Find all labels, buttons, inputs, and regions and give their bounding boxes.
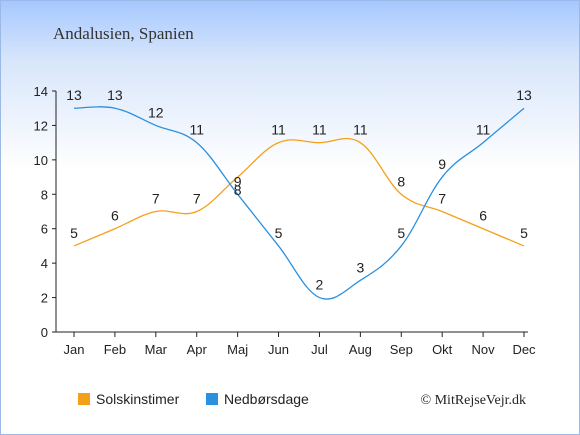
x-tick-label: Apr (187, 342, 208, 357)
legend-label-rain: Nedbørsdage (224, 391, 309, 407)
data-labels: 5 6 7 7 8 11 11 11 8 7 6 5 13 13 12 11 9 5 2 3 5 9 11 13 (66, 87, 532, 292)
y-tick-label: 2 (41, 291, 48, 306)
x-tick-label: Dec (512, 342, 536, 357)
data-label-rain: 13 (516, 87, 532, 103)
chart-title: Andalusien, Spanien (53, 24, 194, 43)
y-tick-label: 12 (34, 118, 48, 133)
axes: 0 2 4 6 8 10 12 14 Jan Feb Mar Apr Maj Jun Jul Aug Sep Ok… (34, 84, 537, 357)
data-label-rain: 11 (476, 122, 491, 138)
data-label-rain: 13 (66, 87, 82, 103)
data-label-sun: 11 (353, 122, 368, 138)
data-label-rain: 5 (275, 225, 283, 241)
x-tick-label: Jan (64, 342, 85, 357)
y-tick-label: 14 (34, 84, 48, 99)
x-tick-label: Jun (268, 342, 289, 357)
x-tick-label: Nov (472, 342, 496, 357)
data-label-rain: 2 (316, 277, 324, 293)
x-tick-label: Okt (432, 342, 453, 357)
data-label-rain: 9 (234, 173, 242, 189)
legend-swatch-rain (206, 393, 218, 405)
legend: Solskinstimer Nedbørsdage (78, 391, 309, 407)
data-label-sun: 8 (397, 173, 405, 189)
data-label-sun: 7 (193, 191, 201, 207)
data-label-sun: 6 (479, 208, 487, 224)
x-tick-label: Aug (349, 342, 372, 357)
data-label-sun: 5 (70, 225, 78, 241)
legend-swatch-sun (78, 393, 90, 405)
series-line-sun (73, 137, 525, 247)
data-label-rain: 12 (148, 104, 164, 120)
data-label-rain: 11 (189, 122, 204, 138)
data-label-sun: 8 (234, 182, 242, 198)
series-line-rain (73, 106, 525, 300)
data-label-sun: 7 (438, 191, 446, 207)
data-label-sun: 11 (312, 122, 327, 138)
data-label-rain: 13 (107, 87, 123, 103)
y-tick-label: 8 (41, 187, 48, 202)
data-label-sun: 5 (520, 225, 528, 241)
data-label-rain: 5 (397, 225, 405, 241)
copyright: © MitRejseVejr.dk (420, 393, 526, 408)
data-label-sun: 11 (271, 122, 286, 138)
legend-label-sun: Solskinstimer (96, 391, 180, 407)
data-label-rain: 9 (438, 156, 446, 172)
data-label-sun: 6 (111, 208, 119, 224)
series-lines (73, 106, 525, 300)
x-tick-label: Sep (390, 342, 413, 357)
data-label-rain: 3 (356, 259, 364, 275)
x-tick-label: Maj (227, 342, 248, 357)
y-tick-label: 10 (34, 153, 48, 168)
x-tick-label: Jul (311, 342, 328, 357)
x-tick-label: Feb (104, 342, 126, 357)
y-tick-label: 0 (41, 325, 48, 340)
data-label-sun: 7 (152, 191, 160, 207)
y-tick-label: 6 (41, 222, 48, 237)
y-tick-label: 4 (41, 256, 48, 271)
x-tick-label: Mar (145, 342, 168, 357)
